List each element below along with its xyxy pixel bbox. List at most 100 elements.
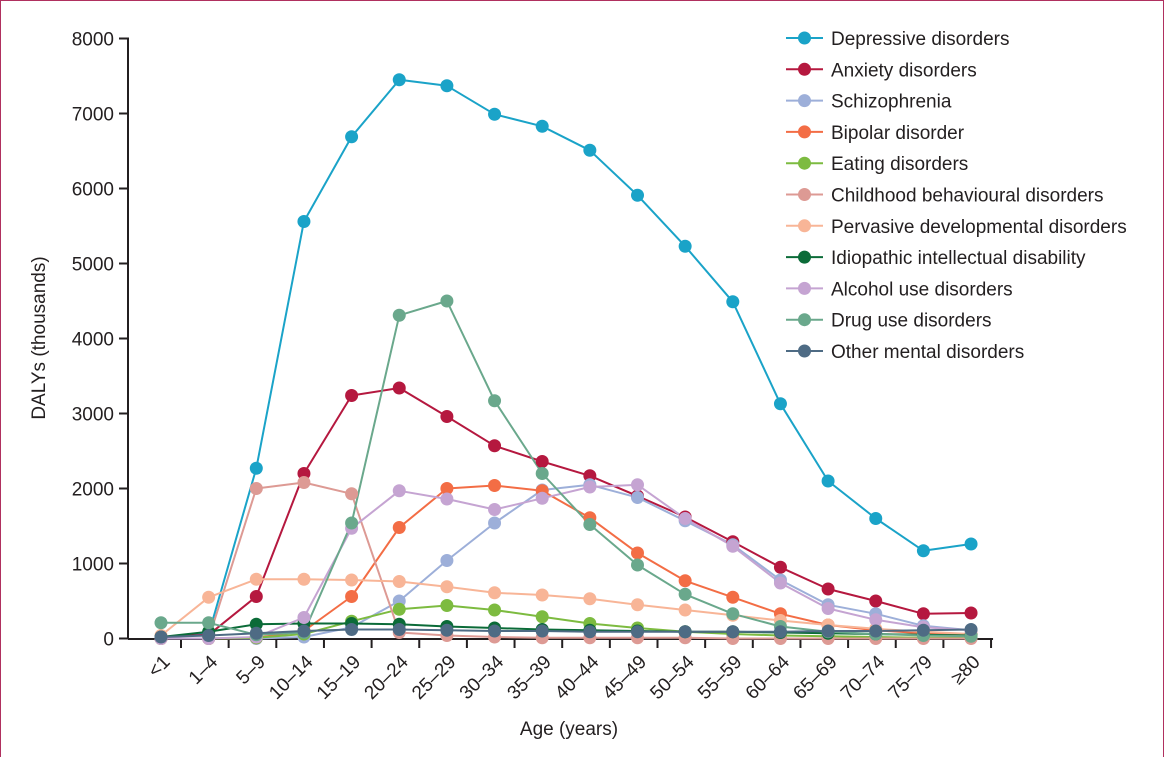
data-point-other-mental-disorders [202, 629, 216, 642]
data-point-depressive-disorders [297, 215, 311, 228]
x-tick-label: ≥80 [947, 652, 984, 689]
data-point-pervasive-developmental-disorders [678, 603, 692, 617]
data-point-anxiety-disorders [488, 439, 502, 453]
data-point-schizophrenia [488, 516, 502, 530]
legend-swatch-marker [798, 219, 811, 233]
data-point-anxiety-disorders [821, 582, 835, 596]
data-point-depressive-disorders [773, 397, 787, 411]
data-point-other-mental-disorders [773, 625, 787, 639]
legend-item-eating-disorders: Eating disorders [786, 154, 968, 175]
series-line-anxiety-disorders [160, 387, 972, 638]
data-point-bipolar-disorder [392, 521, 406, 534]
series-line-alcohol-use-disorders [161, 483, 972, 640]
data-point-other-mental-disorders [392, 623, 406, 636]
data-point-pervasive-developmental-disorders [249, 572, 263, 586]
x-tick-label: 5–9 [233, 652, 270, 689]
data-point-drug-use-disorders [583, 518, 597, 531]
y-tick-label: 7000 [72, 105, 114, 126]
data-point-bipolar-disorder [678, 574, 692, 588]
series-points [154, 73, 978, 645]
data-point-drug-use-disorders [202, 616, 216, 630]
data-point-anxiety-disorders [249, 590, 263, 603]
legend-swatch-marker [798, 62, 811, 76]
data-point-drug-use-disorders [392, 308, 406, 322]
data-point-alcohol-use-disorders [488, 503, 502, 516]
data-point-anxiety-disorders [916, 607, 930, 621]
data-point-other-mental-disorders [583, 625, 597, 639]
data-point-alcohol-use-disorders [726, 539, 740, 553]
data-point-alcohol-use-disorders [821, 602, 835, 615]
x-tick-label: 55–59 [694, 652, 746, 704]
x-tick-label: 75–79 [885, 652, 937, 704]
legend-swatch-marker [798, 31, 811, 45]
data-point-bipolar-disorder [440, 482, 454, 495]
y-tick-label: 6000 [72, 180, 114, 201]
data-point-pervasive-developmental-disorders [345, 573, 359, 587]
data-point-schizophrenia [631, 491, 644, 504]
legend: Depressive disorders Anxiety disorders Sch… [786, 29, 1127, 363]
x-tick-label: 35–39 [504, 652, 556, 704]
legend-swatch-marker [798, 344, 811, 358]
data-point-eating-disorders [440, 599, 454, 612]
x-tick-label: 10–14 [265, 651, 318, 704]
data-point-bipolar-disorder [726, 590, 740, 604]
data-point-other-mental-disorders [678, 625, 692, 639]
x-tick-label: 20–24 [361, 651, 414, 704]
data-point-alcohol-use-disorders [440, 492, 454, 506]
data-point-other-mental-disorders [821, 624, 835, 638]
y-tick-label: 4000 [72, 330, 114, 351]
legend-item-pervasive-developmental-disorders: Pervasive developmental disorders [786, 217, 1127, 238]
legend-item-drug-use-disorders: Drug use disorders [786, 311, 992, 332]
x-tick-label: 30–34 [456, 651, 509, 704]
y-axis-title: DALYs (thousands) [29, 256, 50, 419]
legend-swatch-marker [798, 156, 811, 170]
legend-label: Idiopathic intellectual disability [831, 248, 1086, 269]
series-lines [160, 78, 972, 640]
data-point-anxiety-disorders [773, 560, 787, 574]
data-point-pervasive-developmental-disorders [631, 598, 644, 612]
data-point-pervasive-developmental-disorders [488, 586, 502, 600]
series-line-depressive-disorders [160, 78, 972, 638]
legend-swatch-marker [798, 94, 811, 108]
data-point-alcohol-use-disorders [773, 576, 787, 590]
data-point-anxiety-disorders [869, 594, 883, 608]
x-tick-label: 45–49 [599, 652, 651, 704]
data-point-other-mental-disorders [631, 625, 644, 639]
data-point-eating-disorders [392, 602, 406, 616]
data-point-drug-use-disorders [678, 587, 692, 601]
data-point-depressive-disorders [535, 119, 549, 133]
data-point-pervasive-developmental-disorders [583, 592, 597, 606]
series-line-bipolar-disorder [161, 484, 972, 640]
legend-item-childhood-behavioural-disorders: Childhood behavioural disorders [786, 186, 1104, 207]
data-point-depressive-disorders [916, 544, 930, 558]
data-point-depressive-disorders [345, 130, 359, 144]
legend-swatch-marker [798, 125, 811, 139]
data-point-depressive-disorders [869, 512, 883, 525]
data-point-eating-disorders [488, 603, 502, 617]
x-tick-label: 15–19 [313, 652, 365, 704]
data-point-depressive-disorders [726, 295, 740, 309]
data-point-pervasive-developmental-disorders [297, 572, 311, 586]
legend-swatch-marker [798, 313, 811, 327]
series-line-schizophrenia [161, 483, 972, 640]
series-line-childhood-behavioural-disorders [161, 481, 971, 640]
data-point-drug-use-disorders [345, 516, 359, 530]
data-point-anxiety-disorders [440, 410, 454, 423]
data-point-anxiety-disorders [583, 469, 597, 483]
y-tick-label: 3000 [72, 405, 114, 426]
x-tick-label: 50–54 [646, 651, 699, 704]
data-point-depressive-disorders [631, 188, 644, 202]
series-line-idiopathic-intellectual-disability [160, 622, 972, 638]
data-point-bipolar-disorder [345, 590, 359, 603]
legend-label: Childhood behavioural disorders [831, 186, 1104, 207]
legend-label: Anxiety disorders [831, 60, 977, 81]
y-tick-label: 0 [103, 630, 114, 651]
data-point-pervasive-developmental-disorders [392, 575, 406, 588]
data-point-alcohol-use-disorders [583, 480, 597, 494]
data-point-depressive-disorders [440, 79, 454, 93]
series-line-eating-disorders [161, 604, 971, 640]
legend-item-bipolar-disorder: Bipolar disorder [786, 123, 965, 144]
data-point-other-mental-disorders [249, 626, 263, 640]
